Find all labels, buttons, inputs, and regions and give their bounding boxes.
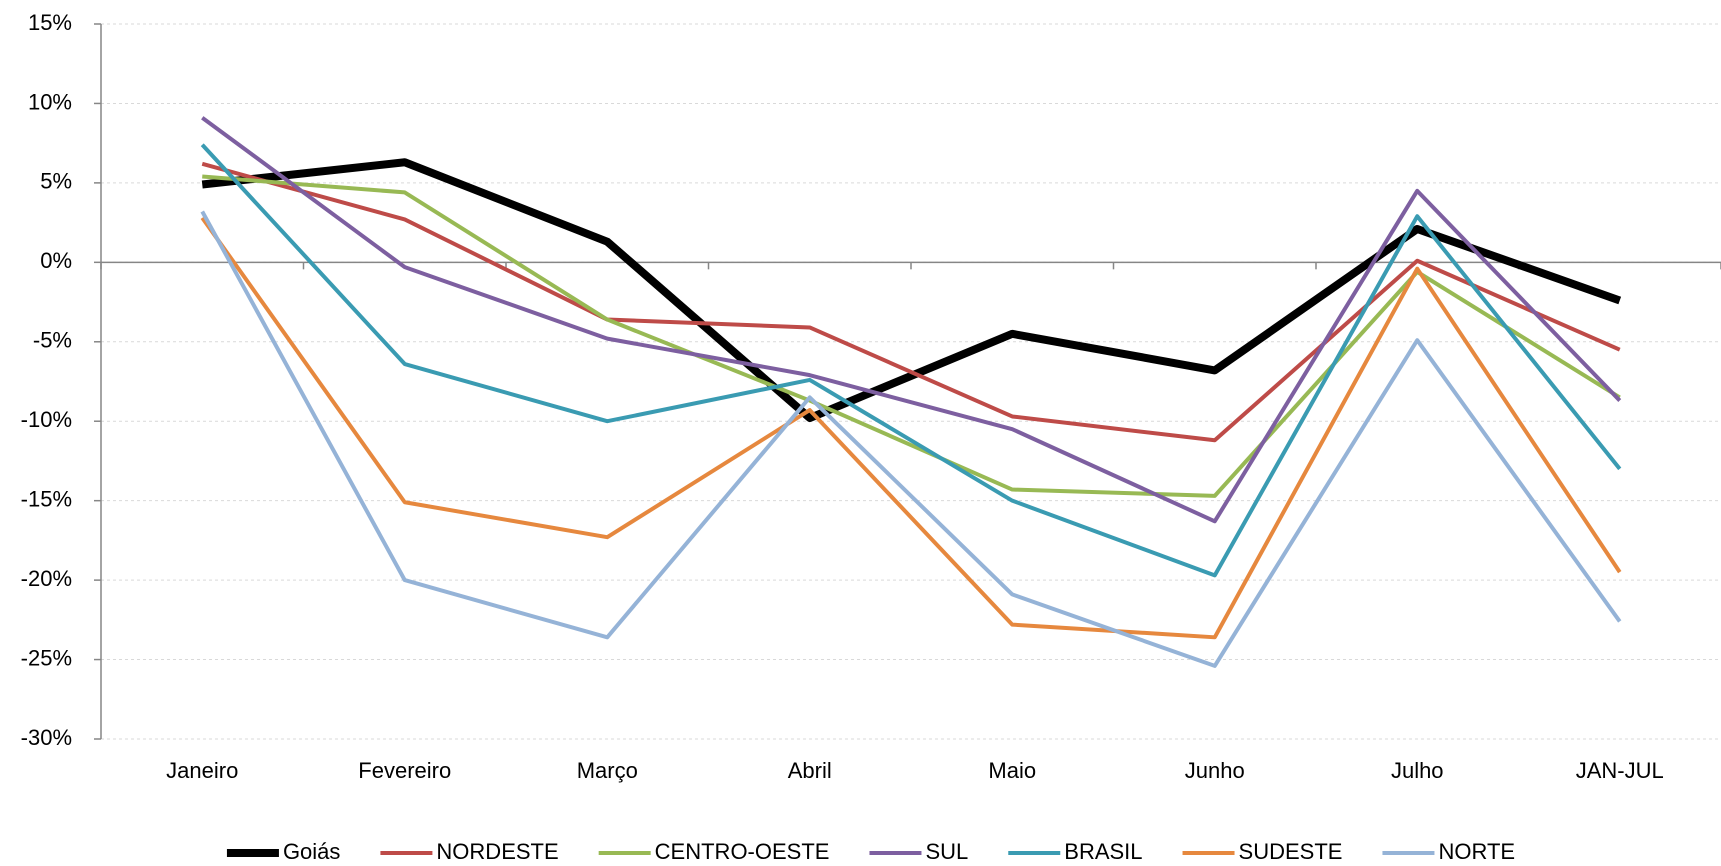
x-tick-label: Abril bbox=[788, 758, 832, 783]
legend-label: NORDESTE bbox=[436, 839, 558, 864]
legend-label: SUL bbox=[925, 839, 968, 864]
y-tick-label: -25% bbox=[21, 645, 72, 670]
series-line bbox=[202, 174, 1621, 498]
series-line bbox=[200, 143, 1622, 578]
x-tick-label: Junho bbox=[1185, 758, 1245, 783]
y-tick-label: 10% bbox=[28, 89, 72, 114]
y-tick-label: -10% bbox=[21, 407, 72, 432]
legend-label: NORTE bbox=[1438, 839, 1515, 864]
series-line bbox=[200, 216, 1622, 640]
legend-label: Goiás bbox=[283, 839, 340, 864]
y-tick-label: 0% bbox=[40, 248, 72, 273]
y-tick-label: -20% bbox=[21, 566, 72, 591]
y-tick-label: -30% bbox=[21, 725, 72, 750]
x-tick-label: JAN-JUL bbox=[1576, 758, 1664, 783]
series-line bbox=[201, 158, 1622, 423]
x-tick-label: Março bbox=[577, 758, 638, 783]
y-tick-label: 5% bbox=[40, 169, 72, 194]
x-tick-label: Julho bbox=[1391, 758, 1444, 783]
y-tick-label: -5% bbox=[33, 328, 72, 353]
x-tick-label: Maio bbox=[988, 758, 1036, 783]
y-tick-label: 15% bbox=[28, 10, 72, 35]
series-line bbox=[200, 210, 1622, 668]
legend-label: SUDESTE bbox=[1239, 839, 1343, 864]
series-line bbox=[201, 161, 1621, 443]
x-tick-label: Janeiro bbox=[166, 758, 238, 783]
series-line bbox=[201, 116, 1622, 524]
legend-label: BRASIL bbox=[1064, 839, 1142, 864]
y-tick-label: -15% bbox=[21, 486, 72, 511]
x-tick-label: Fevereiro bbox=[358, 758, 451, 783]
legend-label: CENTRO-OESTE bbox=[655, 839, 830, 864]
